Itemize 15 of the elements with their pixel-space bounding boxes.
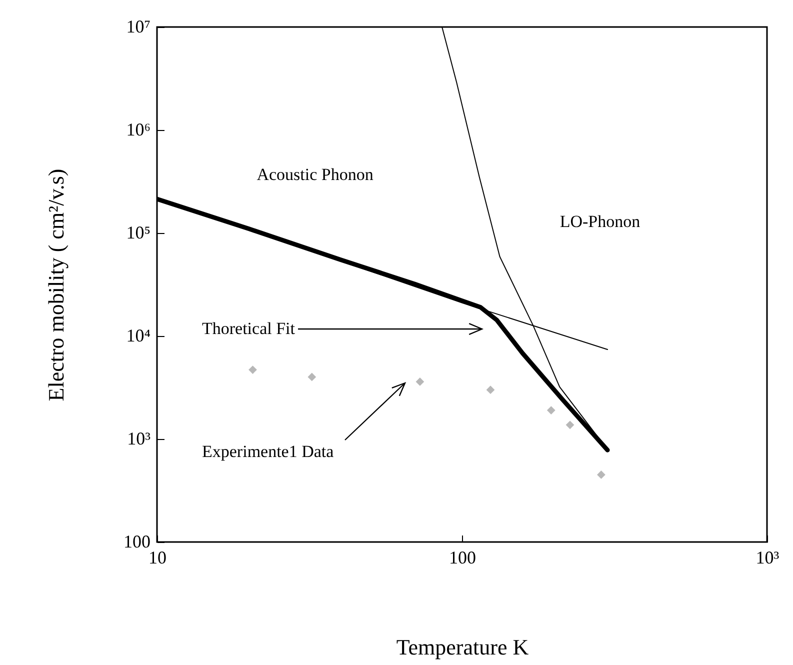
y-tick-label: 10⁶ — [126, 120, 150, 140]
x-tick-label: 10³ — [756, 548, 780, 568]
annotation: LO-Phonon — [560, 212, 641, 231]
y-tick-label: 10⁵ — [126, 222, 150, 242]
x-tick-label: 100 — [449, 548, 476, 568]
x-axis-title: Temperature K — [396, 634, 529, 660]
annotation: Experimente1 Data — [202, 442, 334, 461]
y-axis-title: Electro mobility ( cm²/v.s) — [44, 168, 68, 402]
y-tick-label: 10⁴ — [126, 326, 150, 346]
x-tick-label: 10 — [148, 548, 166, 568]
y-tick-label: 10³ — [127, 428, 152, 448]
y-tick-label: 10⁷ — [126, 16, 150, 36]
annotation: Acoustic Phonon — [256, 165, 374, 184]
y-tick-label: 100 — [124, 532, 150, 552]
annotation: Thoretical Fit — [202, 319, 296, 338]
